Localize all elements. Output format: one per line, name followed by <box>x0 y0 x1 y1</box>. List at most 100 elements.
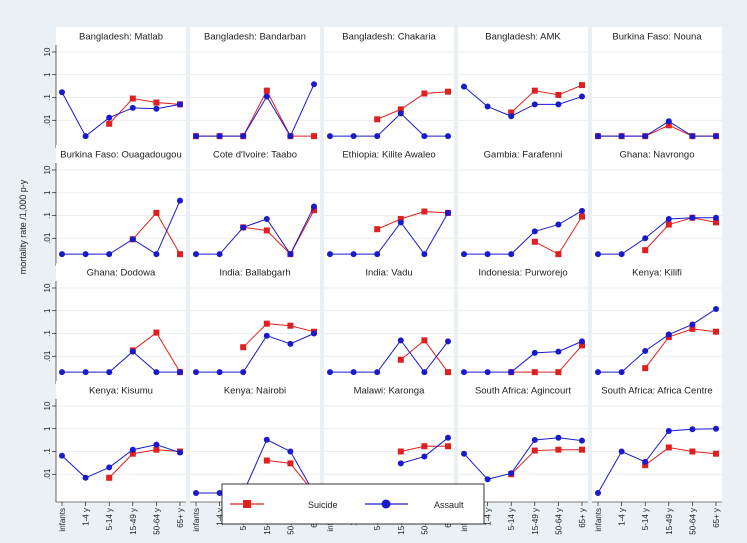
suicide-marker <box>263 457 270 464</box>
suicide-marker <box>153 329 160 336</box>
suicide-marker <box>642 247 649 254</box>
assault-marker <box>508 369 515 376</box>
assault-marker <box>689 214 696 221</box>
plot-background <box>458 281 588 384</box>
panel-7: Ethiopia: Kilite Awaleo <box>324 145 454 266</box>
assault-marker <box>445 338 451 345</box>
x-tick-label: infants <box>58 508 67 532</box>
y-tick-label: 10 <box>43 47 52 56</box>
assault-marker <box>59 452 65 459</box>
assault-marker <box>461 369 467 376</box>
suicide-marker <box>397 448 404 455</box>
suicide-marker <box>153 446 160 453</box>
assault-marker <box>642 458 649 465</box>
assault-marker <box>82 369 89 376</box>
suicide-line <box>108 98 181 125</box>
assault-line <box>196 333 315 373</box>
legend-suicide-label: Suicide <box>308 500 338 510</box>
assault-marker <box>327 133 333 140</box>
assault-line <box>330 339 449 373</box>
assault-marker <box>484 103 491 110</box>
plot-background <box>56 163 186 266</box>
panel-title-bg <box>592 381 722 399</box>
y-tick-label: .01 <box>43 232 52 244</box>
suicide-marker <box>555 369 562 376</box>
assault-marker <box>350 133 357 140</box>
panel-title: Cote d'Ivoire: Taabo <box>213 150 297 161</box>
assault-marker <box>461 83 467 90</box>
assault-line <box>463 437 583 480</box>
panel-plot <box>592 45 722 148</box>
suicide-marker <box>579 82 585 89</box>
panel-title-bg <box>324 263 454 281</box>
panel-title: Bangladesh: Chakaria <box>342 32 436 43</box>
suicide-marker <box>579 342 585 349</box>
assault-marker <box>287 133 294 140</box>
assault-marker <box>665 118 672 125</box>
panel-plot <box>458 281 588 384</box>
assault-marker <box>595 251 601 258</box>
assault-marker <box>82 133 89 140</box>
y-tick-label: 1 <box>43 308 52 313</box>
y-tick-label: .01 <box>43 350 52 362</box>
y-tick-label: 10 <box>43 165 52 174</box>
suicide-marker <box>531 87 538 94</box>
assault-marker <box>508 470 515 477</box>
panel-title-bg <box>324 145 454 163</box>
assault-marker <box>374 133 381 140</box>
suicide-line <box>377 91 449 120</box>
panel-plot <box>190 281 320 384</box>
assault-marker <box>177 369 183 376</box>
panel-title-bg <box>56 145 186 163</box>
panel-title-bg <box>458 145 588 163</box>
panel-title-bg <box>592 145 722 163</box>
assault-marker <box>689 133 696 140</box>
assault-marker <box>642 348 649 355</box>
suicide-marker <box>397 216 404 223</box>
suicide-marker <box>287 322 294 329</box>
assault-marker <box>713 214 719 221</box>
plot-background <box>592 163 722 266</box>
suicide-marker <box>129 95 136 102</box>
suicide-line <box>108 449 181 479</box>
panel-title: Kenya: Kisumu <box>89 386 153 397</box>
suicide-marker <box>579 213 585 220</box>
x-tick-label: 15-49 y <box>531 508 540 535</box>
assault-marker <box>240 369 247 376</box>
assault-marker <box>642 133 649 140</box>
assault-marker <box>129 236 136 243</box>
assault-marker <box>665 427 672 434</box>
assault-marker <box>82 251 89 258</box>
assault-marker <box>713 133 719 140</box>
assault-marker <box>350 251 357 258</box>
assault-marker <box>82 474 89 481</box>
assault-marker <box>531 101 538 108</box>
suicide-marker <box>531 238 538 245</box>
assault-marker <box>374 251 381 258</box>
assault-marker <box>555 101 562 108</box>
assault-marker <box>595 369 601 376</box>
assault-line <box>597 428 717 494</box>
suicide-marker <box>240 344 247 351</box>
legend-assault-marker <box>381 499 391 509</box>
y-tick-label: .1 <box>43 212 52 219</box>
assault-marker <box>484 369 491 376</box>
assault-line <box>62 200 181 255</box>
assault-marker <box>445 209 451 216</box>
suicide-line <box>644 217 717 251</box>
assault-marker <box>263 93 270 100</box>
assault-marker <box>445 133 451 140</box>
panel-plot: infants 1-4 y 5-14 y 15-49 y 50-64 y 65+ y <box>592 399 722 535</box>
panel-title-bg <box>190 263 320 281</box>
panel-plot <box>190 45 320 148</box>
assault-marker <box>153 441 160 448</box>
panel-title-bg <box>190 27 320 45</box>
suicide-marker <box>665 444 672 451</box>
suicide-line <box>511 345 583 373</box>
x-tick-label: 1-4 y <box>618 508 627 526</box>
panel-title-bg <box>458 381 588 399</box>
panel-title: Bangladesh: Matlab <box>79 32 163 43</box>
suicide-line <box>644 328 717 369</box>
assault-marker <box>177 197 183 204</box>
suicide-marker <box>642 365 649 372</box>
